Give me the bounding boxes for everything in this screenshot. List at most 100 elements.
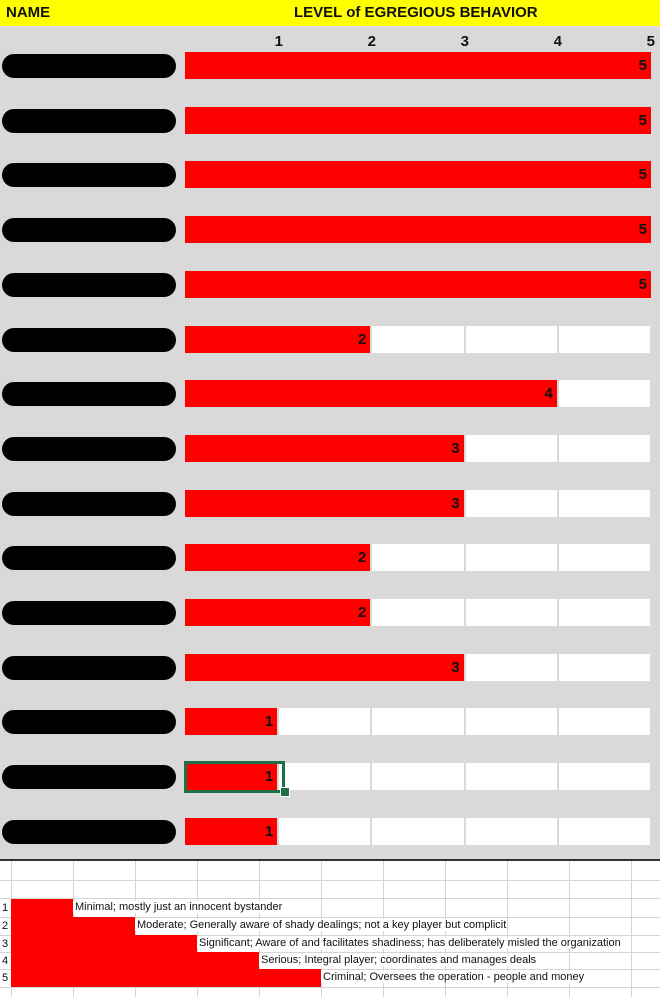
legend-level: 1 bbox=[2, 902, 9, 914]
empty-cell[interactable] bbox=[558, 817, 650, 845]
level-value: 2 bbox=[358, 604, 367, 621]
level-value: 5 bbox=[638, 275, 647, 293]
gridline bbox=[507, 861, 508, 997]
empty-cell[interactable] bbox=[372, 325, 464, 353]
gridline bbox=[0, 952, 660, 953]
redacted-name[interactable] bbox=[2, 655, 176, 680]
empty-cell[interactable] bbox=[465, 599, 557, 626]
level-value: 5 bbox=[638, 111, 647, 129]
empty-cell[interactable] bbox=[558, 489, 650, 517]
empty-cell[interactable] bbox=[372, 544, 464, 572]
redacted-name[interactable] bbox=[2, 382, 176, 407]
legend-bar bbox=[11, 899, 73, 917]
legend-description: Serious; Integral player; coordinates an… bbox=[259, 954, 537, 966]
fill-handle[interactable] bbox=[280, 787, 291, 798]
level-value: 5 bbox=[638, 166, 647, 184]
legend-level: 5 bbox=[2, 972, 9, 984]
level-bar[interactable] bbox=[185, 434, 464, 462]
empty-cell[interactable] bbox=[372, 708, 464, 736]
gridline bbox=[631, 861, 632, 997]
level-bar[interactable] bbox=[185, 708, 278, 736]
scale-tick: 4 bbox=[553, 33, 562, 50]
level-value: 5 bbox=[638, 221, 647, 239]
redacted-name[interactable] bbox=[2, 108, 176, 133]
name-column-header[interactable]: NAME bbox=[6, 4, 51, 21]
level-value: 1 bbox=[264, 768, 274, 786]
legend-description: Significant; Aware of and facilitates sh… bbox=[197, 937, 621, 949]
empty-cell[interactable] bbox=[465, 489, 557, 517]
empty-cell[interactable] bbox=[558, 325, 650, 353]
redacted-name[interactable] bbox=[2, 765, 176, 790]
level-value: 3 bbox=[451, 494, 460, 512]
level-bar[interactable] bbox=[185, 216, 651, 244]
redacted-name[interactable] bbox=[2, 436, 176, 461]
legend-bar bbox=[11, 969, 321, 987]
redacted-name[interactable] bbox=[2, 710, 176, 735]
empty-cell[interactable] bbox=[372, 763, 464, 791]
redacted-name[interactable] bbox=[2, 327, 176, 352]
level-bar[interactable] bbox=[185, 653, 464, 681]
empty-cell[interactable] bbox=[465, 708, 557, 736]
empty-cell[interactable] bbox=[558, 708, 650, 736]
legend-description: Criminal; Oversees the operation - peopl… bbox=[321, 971, 585, 983]
legend-bar bbox=[11, 917, 135, 935]
level-column-header[interactable]: LEVEL of EGREGIOUS BEHAVIOR bbox=[294, 4, 538, 21]
empty-cell[interactable] bbox=[372, 817, 464, 845]
redacted-name[interactable] bbox=[2, 218, 176, 243]
gridline bbox=[0, 935, 660, 936]
empty-cell[interactable] bbox=[372, 599, 464, 626]
level-value: 3 bbox=[451, 439, 460, 457]
selected-cell-border[interactable] bbox=[184, 761, 286, 794]
level-bar[interactable] bbox=[185, 817, 278, 845]
level-bar[interactable] bbox=[185, 52, 651, 79]
scale-tick: 1 bbox=[274, 33, 283, 50]
empty-cell[interactable] bbox=[279, 817, 371, 845]
empty-cell[interactable] bbox=[279, 708, 371, 736]
redacted-name[interactable] bbox=[2, 819, 176, 844]
legend-bar bbox=[11, 952, 259, 970]
empty-cell[interactable] bbox=[465, 544, 557, 572]
level-bar[interactable] bbox=[185, 106, 651, 134]
empty-cell[interactable] bbox=[558, 544, 650, 572]
gridline bbox=[0, 898, 660, 899]
redacted-name[interactable] bbox=[2, 272, 176, 297]
empty-cell[interactable] bbox=[279, 763, 371, 791]
legend-bar bbox=[11, 935, 197, 953]
redacted-name[interactable] bbox=[2, 491, 176, 516]
empty-cell[interactable] bbox=[558, 653, 650, 681]
level-value: 2 bbox=[358, 330, 367, 348]
level-bar[interactable] bbox=[185, 489, 464, 517]
level-bar[interactable] bbox=[185, 161, 651, 189]
redacted-name[interactable] bbox=[2, 601, 176, 625]
level-bar[interactable] bbox=[185, 270, 651, 298]
gridline bbox=[569, 861, 570, 997]
scale-tick: 5 bbox=[646, 33, 655, 50]
level-bar[interactable] bbox=[185, 544, 371, 572]
redacted-name[interactable] bbox=[2, 163, 176, 188]
empty-cell[interactable] bbox=[465, 325, 557, 353]
level-bar[interactable] bbox=[185, 325, 371, 353]
header-row: NAME LEVEL of EGREGIOUS BEHAVIOR bbox=[0, 0, 660, 26]
empty-cell[interactable] bbox=[558, 434, 650, 462]
level-bar[interactable] bbox=[185, 380, 557, 408]
scale-tick: 3 bbox=[460, 33, 469, 50]
empty-cell[interactable] bbox=[465, 653, 557, 681]
level-value: 3 bbox=[451, 658, 460, 676]
legend-level: 3 bbox=[2, 938, 9, 950]
gridline bbox=[0, 917, 660, 918]
empty-cell[interactable] bbox=[558, 380, 650, 408]
redacted-name[interactable] bbox=[2, 546, 176, 571]
legend-level: 4 bbox=[2, 955, 9, 967]
frozen-divider bbox=[0, 859, 660, 861]
empty-cell[interactable] bbox=[465, 817, 557, 845]
redacted-name[interactable] bbox=[2, 54, 176, 78]
empty-cell[interactable] bbox=[465, 434, 557, 462]
empty-cell[interactable] bbox=[558, 599, 650, 626]
level-value: 2 bbox=[358, 549, 367, 567]
level-bar[interactable] bbox=[185, 763, 278, 791]
gridline bbox=[0, 880, 660, 881]
empty-cell[interactable] bbox=[558, 763, 650, 791]
empty-cell[interactable] bbox=[465, 763, 557, 791]
level-bar[interactable] bbox=[185, 599, 371, 626]
level-value: 1 bbox=[264, 822, 274, 840]
